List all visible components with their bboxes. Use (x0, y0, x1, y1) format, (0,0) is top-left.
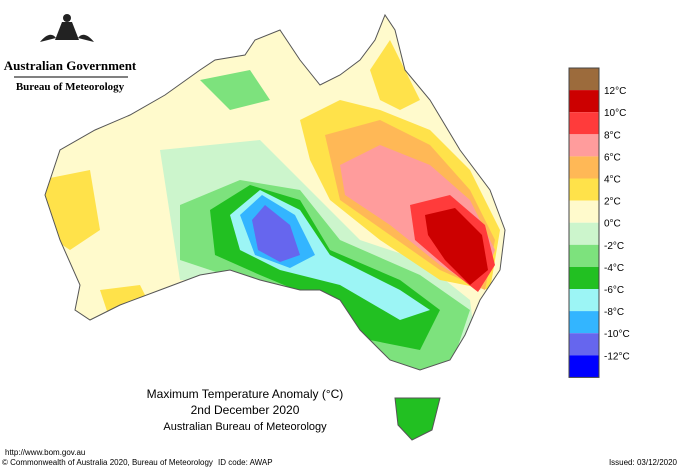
legend-label: -8°C (604, 307, 624, 318)
legend-label: 4°C (604, 175, 621, 186)
map-source: Australian Bureau of Meteorology (163, 421, 327, 433)
legend-label: 8°C (604, 130, 621, 141)
footer-id: ID code: AWAP (218, 458, 273, 467)
legend-frame (568, 67, 600, 378)
legend-swatch (569, 178, 599, 201)
legend-label: -2°C (604, 241, 624, 252)
legend-swatch (569, 266, 599, 289)
legend: 12°C 10°C 8°C 6°C 4°C 2°C 0°C -2°C -4°C -6°C -8°C -… (568, 67, 630, 378)
legend-label: 10°C (604, 108, 626, 119)
legend-swatch (569, 90, 599, 113)
legend-label: 12°C (604, 86, 626, 97)
legend-swatch (569, 355, 599, 378)
legend-label: 6°C (604, 152, 621, 163)
legend-label: -12°C (604, 351, 630, 362)
legend-swatch (569, 156, 599, 179)
legend-swatch (569, 200, 599, 223)
legend-swatch (569, 333, 599, 356)
legend-swatch (569, 134, 599, 157)
legend-label: -10°C (604, 329, 630, 340)
emblem (40, 14, 94, 42)
legend-label: 0°C (604, 219, 621, 230)
legend-swatch (569, 289, 599, 312)
legend-swatch (569, 112, 599, 135)
footer-url: http://www.bom.gov.au (5, 448, 85, 457)
legend-swatch (569, 244, 599, 267)
legend-label: 2°C (604, 197, 621, 208)
header-subtitle: Bureau of Meteorology (16, 81, 125, 93)
map-date: 2nd December 2020 (191, 403, 300, 417)
legend-label: -6°C (604, 285, 624, 296)
legend-swatch (569, 222, 599, 245)
footer-issued: Issued: 03/12/2020 (609, 458, 678, 467)
footer-copyright: © Commonwealth of Australia 2020, Bureau… (2, 458, 213, 467)
map-title: Maximum Temperature Anomaly (°C) (147, 387, 344, 401)
legend-label: -4°C (604, 263, 624, 274)
tasmania (394, 397, 441, 441)
header-title: Australian Government (4, 58, 137, 73)
legend-swatch (569, 68, 599, 91)
legend-swatch (569, 311, 599, 334)
coastline (44, 13, 506, 371)
